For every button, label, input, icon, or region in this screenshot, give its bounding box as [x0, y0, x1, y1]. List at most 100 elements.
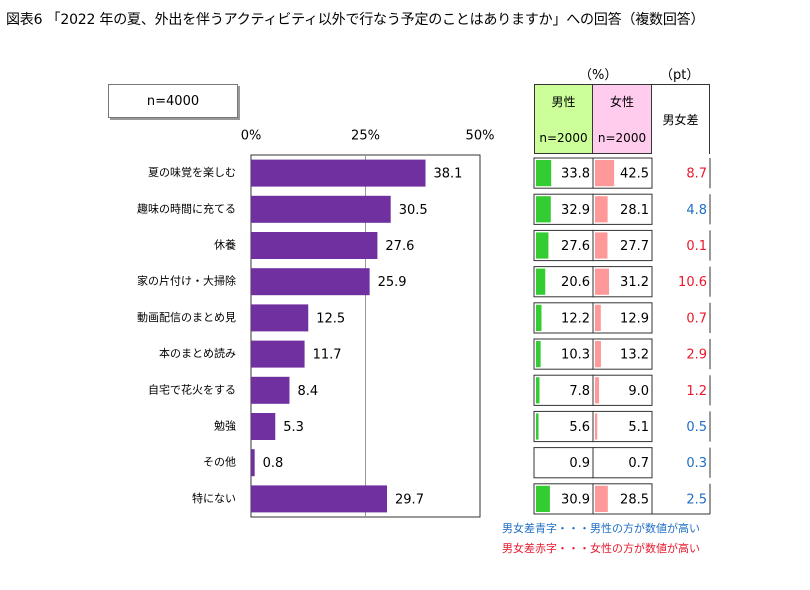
- diff-value: 0.1: [686, 239, 707, 254]
- note-red: 男女差赤字・・・女性の方が数値が高い: [502, 542, 700, 555]
- category-label: 趣味の時間に充てる: [137, 201, 236, 215]
- bar-value-label: 11.7: [313, 348, 342, 363]
- female-cell: [592, 410, 653, 443]
- diff-value: 0.3: [686, 456, 707, 471]
- male-value: 32.9: [561, 203, 590, 218]
- diff-value: 1.2: [686, 384, 707, 399]
- female-value: 31.2: [620, 275, 649, 290]
- male-header-cell: 男性 n=2000: [534, 84, 593, 154]
- category-label: 夏の味覚を楽しむ: [148, 166, 236, 179]
- diff-value: 0.5: [686, 420, 707, 435]
- male-n-label: n=2000: [539, 131, 588, 145]
- bar-value-label: 30.5: [399, 203, 428, 218]
- diff-header-cell: 男女差: [652, 84, 710, 154]
- female-value: 13.2: [620, 348, 649, 363]
- female-value: 28.1: [620, 203, 649, 218]
- bar: [251, 413, 276, 440]
- female-mini-bar: [595, 268, 610, 295]
- page-title: 図表6 「2022 年の夏、外出を伴うアクティビティ以外で行なう予定のことはあり…: [6, 12, 705, 28]
- unit-pt-label: （pt）: [660, 68, 700, 83]
- female-mini-bar: [595, 304, 601, 331]
- female-mini-bar: [595, 485, 608, 512]
- bar: [251, 449, 255, 477]
- category-label: 勉強: [214, 419, 236, 433]
- female-value: 27.7: [620, 239, 649, 254]
- x-tick-label: 50%: [466, 129, 495, 144]
- unit-percent-label: （%）: [579, 68, 618, 83]
- bar-value-label: 27.6: [385, 239, 414, 254]
- category-label: 家の片付け・大掃除: [137, 274, 236, 288]
- male-value: 20.6: [561, 275, 590, 290]
- bar: [251, 159, 426, 187]
- male-value: 7.8: [569, 384, 590, 399]
- male-value: 0.9: [569, 456, 590, 471]
- male-value: 5.6: [569, 420, 590, 435]
- female-mini-bar: [595, 413, 598, 440]
- male-mini-bar: [536, 196, 551, 223]
- category-label: 特にない: [192, 491, 236, 505]
- male-mini-bar: [536, 413, 539, 440]
- male-mini-bar: [536, 377, 540, 404]
- bar: [251, 195, 391, 223]
- bar-value-label: 8.4: [297, 384, 318, 399]
- bar-value-label: 0.8: [263, 456, 284, 471]
- female-mini-bar: [595, 160, 615, 187]
- male-mini-bar: [536, 341, 541, 368]
- male-mini-bar: [536, 232, 549, 259]
- female-mini-bar: [595, 377, 600, 404]
- category-label: 休養: [214, 238, 236, 252]
- female-value: 42.5: [620, 167, 649, 182]
- male-mini-bar: [536, 485, 550, 512]
- female-mini-bar: [595, 341, 601, 368]
- female-header-label: 女性: [609, 95, 634, 109]
- male-value: 10.3: [561, 348, 590, 363]
- diff-value: 8.7: [686, 167, 707, 182]
- bar-value-label: 38.1: [433, 167, 462, 182]
- bar-value-label: 25.9: [378, 275, 407, 290]
- diff-header-label: 男女差: [662, 113, 699, 127]
- category-label: 本のまとめ読み: [159, 346, 236, 360]
- female-value: 5.1: [628, 420, 649, 435]
- male-value: 12.2: [561, 311, 590, 326]
- note-blue: 男女差青字・・・男性の方が数値が高い: [502, 522, 700, 535]
- category-label: その他: [203, 456, 236, 469]
- female-mini-bar: [595, 232, 608, 259]
- bar-value-label: 5.3: [283, 420, 304, 435]
- male-header-label: 男性: [551, 95, 576, 109]
- bar-value-label: 29.7: [395, 492, 424, 507]
- sample-size-box: n=4000: [108, 84, 238, 118]
- female-value: 0.7: [628, 456, 649, 471]
- x-tick-label: 0%: [241, 129, 262, 144]
- bar-value-label: 12.5: [316, 311, 345, 326]
- diff-value: 2.9: [686, 348, 707, 363]
- female-cell: [592, 374, 653, 406]
- diff-value: 2.5: [686, 492, 707, 507]
- bar: [251, 376, 290, 404]
- female-value: 9.0: [628, 384, 649, 399]
- bar: [251, 304, 309, 332]
- diff-value: 4.8: [686, 203, 707, 218]
- female-value: 12.9: [620, 311, 649, 326]
- category-label: 自宅で花火をする: [148, 382, 236, 396]
- male-value: 27.6: [561, 239, 590, 254]
- bar: [251, 485, 388, 513]
- male-mini-bar: [536, 268, 546, 295]
- bar: [251, 340, 305, 368]
- male-value: 30.9: [561, 492, 590, 507]
- female-header-cell: 女性 n=2000: [593, 84, 652, 154]
- diff-value: 10.6: [678, 275, 707, 290]
- male-mini-bar: [536, 160, 552, 187]
- female-cell: [592, 447, 653, 479]
- male-mini-bar: [536, 304, 542, 331]
- x-tick-label: 25%: [351, 129, 380, 144]
- bar: [251, 232, 378, 259]
- female-cell: [592, 302, 653, 334]
- female-value: 28.5: [620, 492, 649, 507]
- bar: [251, 268, 370, 296]
- female-n-label: n=2000: [597, 131, 647, 145]
- diff-value: 0.7: [686, 311, 707, 326]
- female-mini-bar: [595, 196, 608, 223]
- male-value: 33.8: [561, 167, 590, 182]
- category-label: 動画配信のまとめ見: [137, 310, 236, 324]
